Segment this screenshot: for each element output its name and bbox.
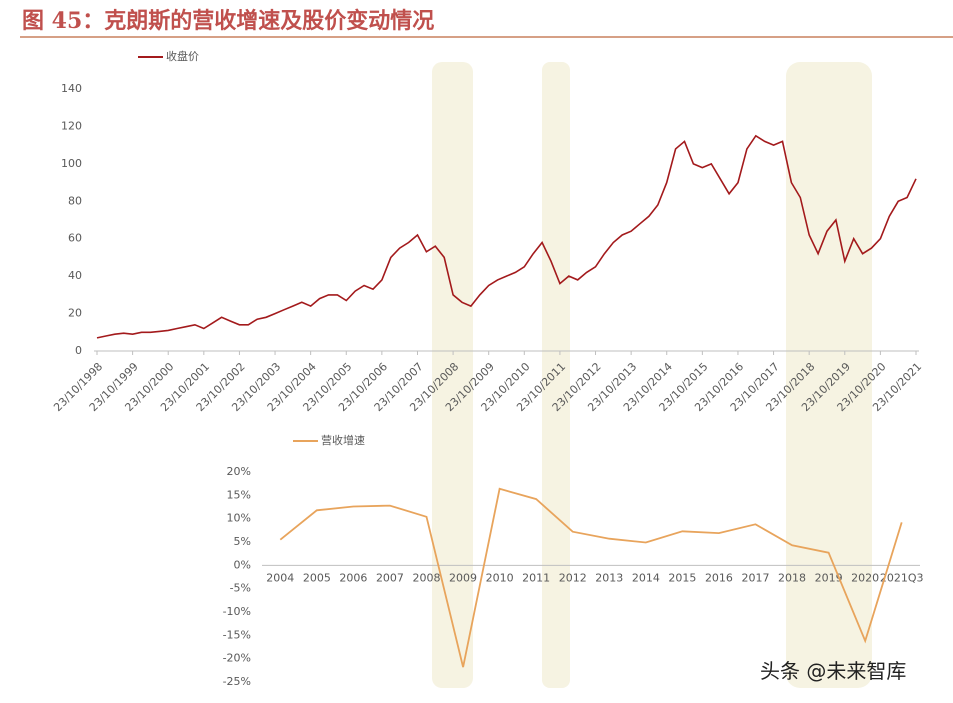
x-tick-label: 2008 xyxy=(413,571,441,584)
y-tick-label: 100 xyxy=(61,157,82,170)
y-tick-label: 5% xyxy=(234,535,251,548)
y-tick-label: 80 xyxy=(68,194,82,207)
y-tick-label: 60 xyxy=(68,232,82,245)
y-tick-label: 120 xyxy=(61,119,82,132)
x-tick-label: 2015 xyxy=(668,571,696,584)
y-tick-label: 40 xyxy=(68,269,82,282)
x-tick-label: 2016 xyxy=(705,571,733,584)
x-tick-label: 2019 xyxy=(815,571,843,584)
y-tick-label: 15% xyxy=(227,488,251,501)
x-tick-label: 2017 xyxy=(742,571,770,584)
x-tick-label: 2010 xyxy=(486,571,514,584)
x-tick-label: 2004 xyxy=(266,571,294,584)
x-tick-label: 2012 xyxy=(559,571,587,584)
y-tick-label: -5% xyxy=(230,582,251,595)
x-tick-label: 2007 xyxy=(376,571,404,584)
y-tick-label: -10% xyxy=(223,605,251,618)
x-tick-label: 2011 xyxy=(522,571,550,584)
y-tick-label: -20% xyxy=(223,652,251,665)
x-tick-label: 2014 xyxy=(632,571,660,584)
y-tick-label: 10% xyxy=(227,512,251,525)
y-tick-label: 0% xyxy=(234,558,251,571)
y-tick-label: 140 xyxy=(61,82,82,95)
x-tick-label: 2006 xyxy=(339,571,367,584)
x-tick-label: 2021Q3 xyxy=(880,571,924,584)
x-tick-label: 2013 xyxy=(595,571,623,584)
y-tick-label: 20% xyxy=(227,465,251,478)
y-tick-label: 20 xyxy=(68,307,82,320)
y-tick-label: 0 xyxy=(75,344,82,357)
y-tick-label: -15% xyxy=(223,628,251,641)
shaded-period xyxy=(786,62,872,688)
page-title: 图 45：克朗斯的营收增速及股价变动情况 xyxy=(22,8,434,34)
series-line xyxy=(279,487,903,668)
y-tick-label: -25% xyxy=(223,675,251,688)
x-tick-label: 2005 xyxy=(303,571,331,584)
x-tick-label: 2009 xyxy=(449,571,477,584)
shaded-period xyxy=(542,62,570,688)
legend-label: 收盘价 xyxy=(166,49,199,63)
watermark: 头条 @未来智库 xyxy=(760,659,906,683)
x-tick-label: 2020 xyxy=(851,571,879,584)
legend-label: 营收增速 xyxy=(321,433,365,447)
x-tick-label: 2018 xyxy=(778,571,806,584)
series-line xyxy=(96,134,917,339)
shaded-period xyxy=(432,62,473,688)
